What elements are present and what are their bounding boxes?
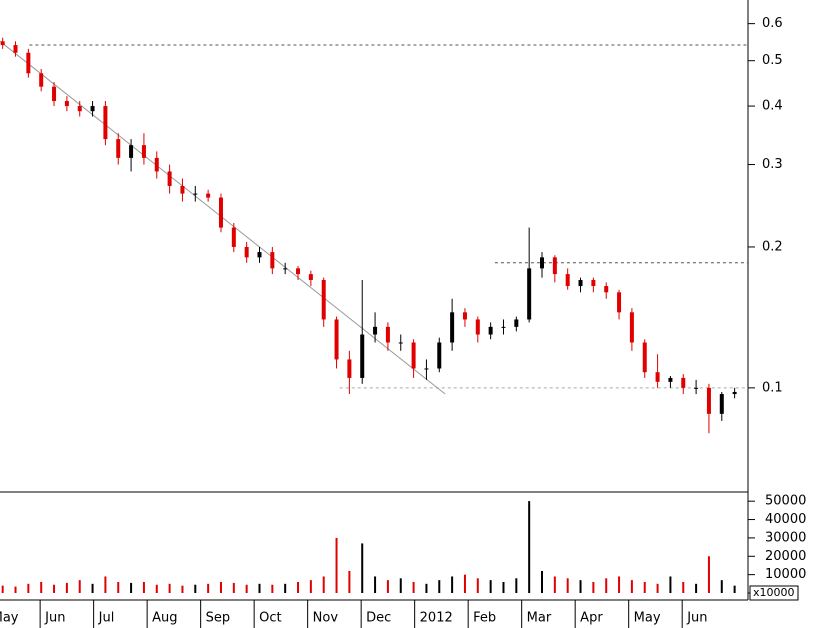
volume-tick-label: 20000	[765, 549, 806, 564]
volume-unit-label: x10000	[753, 586, 795, 599]
candle-body	[141, 145, 146, 158]
candle-body	[52, 86, 57, 102]
candle-body	[321, 279, 326, 320]
x-tick-label: Feb	[473, 611, 496, 626]
candle-body	[450, 312, 455, 343]
candle-body	[64, 101, 69, 107]
candle-body	[694, 387, 699, 389]
x-tick-label: Nov	[313, 611, 339, 626]
candle-body	[732, 391, 737, 395]
x-tick-label: Jun	[686, 611, 707, 626]
volume-tick-label: 40000	[765, 512, 806, 527]
candle-body	[411, 342, 416, 369]
y-tick-label: 0.2	[762, 239, 783, 254]
candle-body	[77, 106, 82, 112]
candle-body	[475, 319, 480, 335]
candle-body	[334, 319, 339, 360]
candle-body	[540, 257, 545, 269]
candle-body	[308, 274, 313, 280]
candle-body	[642, 342, 647, 373]
candle-body	[180, 185, 185, 194]
candle-body	[154, 157, 159, 172]
candle-body	[270, 252, 275, 269]
y-tick-label: 0.1	[762, 380, 783, 395]
candle-body	[617, 292, 622, 313]
candle-body	[193, 193, 198, 195]
candle-body	[39, 73, 44, 87]
candle-body	[488, 326, 493, 335]
candle-body	[167, 171, 172, 186]
candle-body	[257, 252, 262, 258]
x-tick-label: May	[0, 611, 19, 626]
x-tick-label: 2012	[420, 611, 453, 626]
volume-tick-label: 10000	[765, 567, 806, 582]
x-tick-label: Jun	[44, 611, 65, 626]
candle-body	[578, 279, 583, 287]
candle-body	[244, 246, 249, 258]
candle-body	[90, 106, 95, 112]
candle-body	[373, 326, 378, 335]
x-tick-label: Apr	[580, 611, 603, 626]
candle-body	[385, 326, 390, 343]
candle-body	[206, 193, 211, 198]
candle-body	[283, 268, 288, 270]
candle-body	[0, 41, 5, 46]
candle-body	[527, 268, 532, 320]
x-tick-label: Jul	[98, 611, 115, 626]
candle-body	[103, 106, 108, 140]
y-tick-label: 0.3	[762, 157, 783, 172]
x-tick-label: Oct	[259, 611, 281, 626]
candle-body	[437, 342, 442, 369]
candle-body	[116, 139, 121, 158]
candle-body	[629, 312, 634, 343]
candle-body	[347, 359, 352, 378]
candle-body	[26, 52, 31, 74]
y-tick-label: 0.6	[762, 16, 783, 31]
candle-body	[13, 45, 18, 53]
candle-body	[719, 394, 724, 414]
unit-box	[749, 585, 799, 601]
candle-body	[604, 286, 609, 293]
x-tick-label: Aug	[152, 611, 177, 626]
volume-tick-label: 50000	[765, 494, 806, 509]
x-tick-label: Sep	[206, 611, 231, 626]
x-tick-label: Dec	[366, 611, 391, 626]
candle-body	[129, 145, 134, 158]
candle-body	[462, 312, 467, 320]
candle-body	[424, 368, 429, 370]
candle-body	[591, 279, 596, 287]
candle-body	[565, 274, 570, 287]
x-tick-label: May	[634, 611, 661, 626]
candle-body	[668, 377, 673, 382]
candle-body	[360, 334, 365, 378]
candle-body	[218, 197, 223, 228]
x-tick-label: Mar	[527, 611, 552, 626]
candle-body	[655, 372, 660, 382]
candle-body	[552, 257, 557, 275]
volume-tick-label: 30000	[765, 530, 806, 545]
candle-body	[706, 387, 711, 414]
y-tick-label: 0.4	[762, 99, 783, 114]
y-tick-label: 0.5	[762, 53, 783, 68]
candle-body	[681, 377, 686, 388]
candle-body	[398, 342, 403, 344]
candle-body	[296, 268, 301, 275]
candle-body	[501, 326, 506, 328]
candle-body	[231, 227, 236, 247]
candle-body	[514, 319, 519, 327]
